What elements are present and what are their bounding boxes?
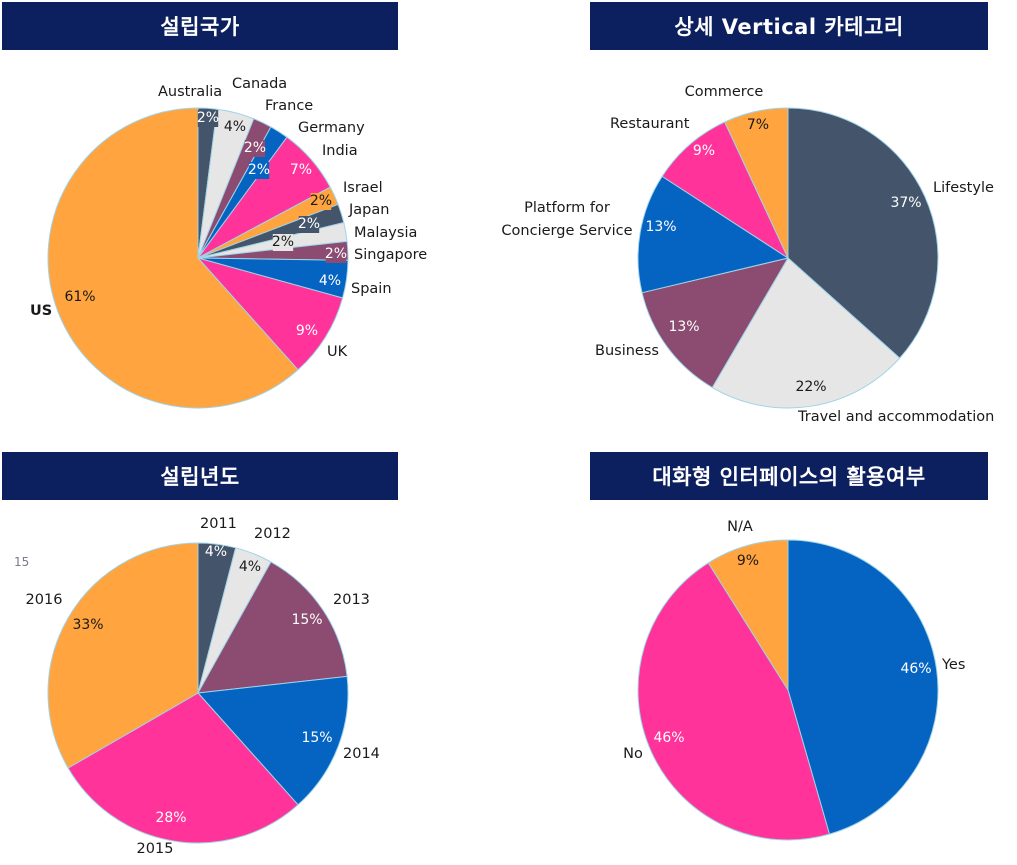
slice-n-a: [707, 539, 789, 692]
category-label-restaurant: Restaurant: [610, 116, 690, 132]
slice-no: [637, 562, 831, 841]
value-label-singapore: 2%: [325, 246, 347, 262]
category-label-france: France: [265, 98, 313, 114]
category-label-n-a: N/A: [727, 519, 753, 535]
slice-2015: [67, 692, 299, 844]
category-label-spain: Spain: [351, 281, 392, 297]
value-label-2016: 33%: [72, 617, 103, 633]
pie-chart-4: 46% Yes 46% No 9% N/A: [623, 519, 965, 841]
value-label-us: 61%: [64, 289, 95, 305]
value-label-2013: 15%: [291, 612, 322, 628]
category-label-singapore: Singapore: [354, 247, 427, 263]
slice-restaurant: [661, 121, 790, 260]
category-label-malaysia: Malaysia: [354, 225, 417, 241]
page-number: 15: [14, 555, 30, 569]
value-label-platform-for-concierge-service: 13%: [645, 219, 676, 235]
value-box-australia: [197, 110, 219, 127]
value-label-lifestyle: 37%: [890, 195, 921, 211]
category-label-2016: 2016: [26, 592, 63, 608]
category-label-2013: 2013: [333, 592, 370, 608]
value-label-canada: 4%: [224, 119, 246, 135]
slice-2016: [47, 542, 199, 769]
value-label-restaurant: 9%: [693, 143, 715, 159]
value-box-japan: [298, 216, 320, 233]
category-label-platform-for-concierge-service: Platform for Concierge Service: [501, 200, 632, 239]
value-label-2012: 4%: [239, 559, 261, 575]
value-box-india: [290, 162, 312, 179]
value-box-israel: [310, 193, 332, 210]
value-label-2014: 15%: [301, 730, 332, 746]
value-label-travel-and-accommodation: 22%: [795, 379, 826, 395]
value-label-commerce: 7%: [747, 117, 769, 133]
category-label-travel-and-accommodation: Travel and accommodation: [797, 409, 994, 425]
pie-chart-3: 4% 2011 4% 2012 15% 2013 15% 2014 28% 2015 33% 2016: [26, 516, 380, 857]
category-label-canada: Canada: [232, 76, 287, 92]
value-label-no: 46%: [653, 730, 684, 746]
value-label-france: 2%: [244, 140, 266, 156]
slice-2013: [197, 561, 348, 694]
slice-uk: [196, 257, 344, 371]
value-label-2015: 28%: [155, 810, 186, 826]
value-label-2011: 4%: [205, 544, 227, 560]
value-label-yes: 46%: [900, 661, 931, 677]
value-label-israel: 2%: [310, 193, 332, 209]
value-label-business: 13%: [668, 319, 699, 335]
slice-2014: [196, 675, 349, 806]
chart-title-interface: 대화형 인터페이스의 활용여부: [590, 452, 988, 500]
slice-commerce: [724, 107, 789, 259]
category-label-israel: Israel: [343, 180, 383, 196]
category-label-commerce: Commerce: [685, 84, 764, 100]
slice-lifestyle: [787, 107, 939, 359]
category-label-uk: UK: [327, 344, 348, 360]
value-label-n-a: 9%: [737, 553, 759, 569]
chart-title-vertical: 상세 Vertical 카테고리: [590, 2, 988, 50]
chart-title-country: 설립국가: [2, 2, 398, 50]
value-label-australia: 2%: [197, 110, 219, 126]
value-box-uk: [296, 323, 318, 340]
value-box-singapore: [325, 246, 347, 263]
slice-business: [641, 257, 790, 389]
value-box-canada: [224, 119, 246, 136]
value-label-uk: 9%: [296, 323, 318, 339]
category-label-germany: Germany: [298, 120, 365, 136]
category-label-australia: Australia: [158, 84, 222, 100]
slice-us: [47, 107, 299, 409]
value-label-japan: 2%: [298, 216, 320, 232]
slice-travel-and-accommodation: [711, 257, 901, 409]
value-label-spain: 4%: [319, 273, 341, 289]
category-label-lifestyle: Lifestyle: [933, 180, 994, 196]
slice-platform-for-concierge-service: [637, 175, 790, 294]
category-label-no: No: [623, 746, 643, 762]
value-box-us: [65, 289, 95, 306]
value-box-france: [244, 140, 266, 157]
category-label-us: US: [30, 303, 52, 319]
value-label-india: 7%: [290, 162, 312, 178]
category-label-yes: Yes: [941, 657, 965, 673]
value-box-spain: [319, 273, 341, 290]
value-box-germany: [248, 162, 270, 179]
category-label-business: Business: [595, 343, 659, 359]
category-label-2012: 2012: [254, 526, 291, 542]
slice-yes: [787, 539, 939, 835]
category-label-japan: Japan: [348, 202, 389, 218]
value-box-malaysia: [272, 234, 294, 251]
chart-title-year: 설립년도: [2, 452, 398, 500]
category-label-2011: 2011: [200, 516, 237, 532]
pie-chart-2: 37% Lifestyle 22% Travel and accommodation 1…: [501, 84, 994, 425]
category-label-2014: 2014: [343, 746, 380, 762]
pie-chart-1: 2% Australia 4% Canada 2% France 2% Germany 7% In…: [30, 76, 427, 409]
category-label-india: India: [322, 143, 358, 159]
category-label-2015: 2015: [137, 841, 174, 857]
value-label-germany: 2%: [248, 162, 270, 178]
value-label-malaysia: 2%: [272, 234, 294, 250]
